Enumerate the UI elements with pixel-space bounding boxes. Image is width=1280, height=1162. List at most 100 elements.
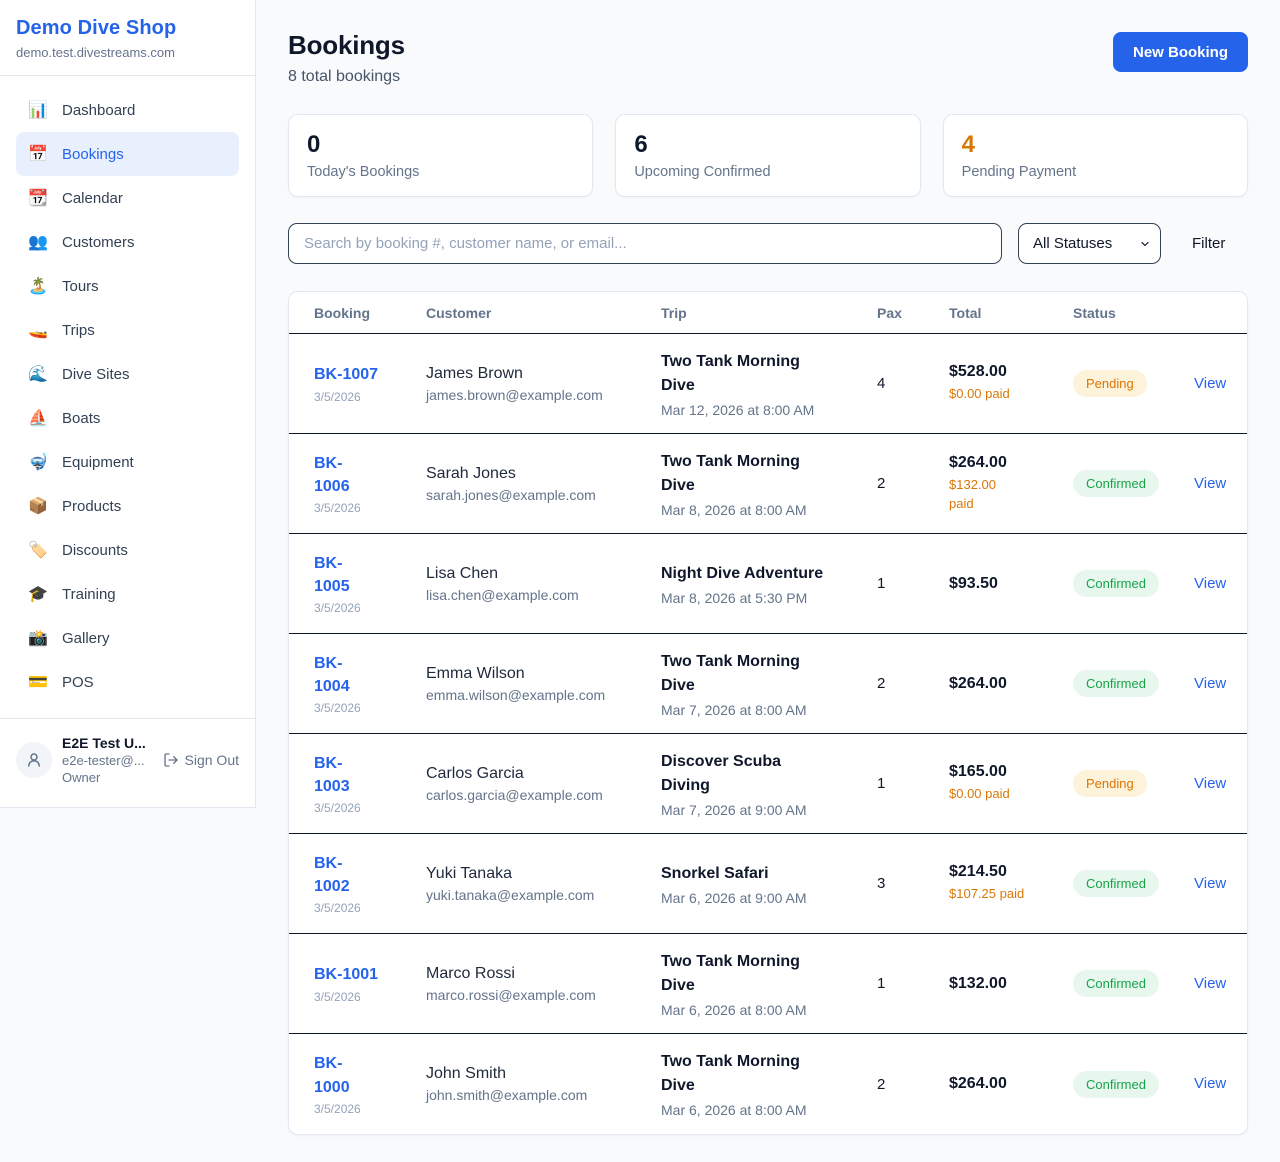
customer-cell: John Smith john.smith@example.com xyxy=(426,1065,661,1103)
new-booking-button[interactable]: New Booking xyxy=(1112,32,1248,72)
status-cell: Confirmed xyxy=(1073,570,1194,597)
booking-link[interactable]: BK- 1005 xyxy=(314,554,350,595)
total-cell: $264.00 xyxy=(949,1075,1073,1093)
page-title: Bookings xyxy=(288,30,405,60)
status-badge: Pending xyxy=(1073,370,1147,397)
trip-datetime: Mar 12, 2026 at 8:00 AM xyxy=(661,401,815,418)
status-badge: Pending xyxy=(1073,770,1147,797)
person-icon xyxy=(25,751,43,769)
booking-link[interactable]: BK-1007 xyxy=(314,366,379,384)
trip-cell: Two Tank Morning Dive Mar 6, 2026 at 8:00 … xyxy=(661,1050,877,1118)
booking-link[interactable]: BK-1001 xyxy=(314,966,379,984)
booking-link[interactable]: BK- 1003 xyxy=(314,754,350,795)
filter-button[interactable]: Filter xyxy=(1192,235,1226,252)
view-link[interactable]: View xyxy=(1194,674,1227,692)
view-link[interactable]: View xyxy=(1194,574,1227,592)
total-amount: $132.00 xyxy=(949,974,1007,992)
status-cell: Confirmed xyxy=(1073,470,1194,497)
total-amount: $264.00 xyxy=(949,674,1007,692)
shop-domain: demo.test.divestreams.com xyxy=(16,45,175,60)
trip-cell: Snorkel Safari Mar 6, 2026 at 9:00 AM xyxy=(661,862,877,906)
booking-date: 3/5/2026 xyxy=(314,701,361,716)
sidebar-item-trips[interactable]: 🚤 Trips xyxy=(16,308,239,352)
booking-cell: BK- 1005 3/5/2026 xyxy=(289,552,426,615)
total-amount: $93.50 xyxy=(949,574,998,592)
view-link[interactable]: View xyxy=(1194,874,1227,892)
view-link[interactable]: View xyxy=(1194,1075,1227,1092)
sidebar-item-boats[interactable]: ⛵ Boats xyxy=(16,396,239,440)
status-cell: Confirmed xyxy=(1073,970,1194,997)
trip-cell: Two Tank Morning Dive Mar 7, 2026 at 8:00 … xyxy=(661,650,877,718)
credit-card-icon: 💳 xyxy=(28,674,48,691)
status-badge: Confirmed xyxy=(1073,1070,1159,1098)
customer-email: yuki.tanaka@example.com xyxy=(426,886,595,903)
status-cell: Confirmed xyxy=(1073,870,1194,897)
booking-link[interactable]: BK- 1004 xyxy=(314,654,350,695)
booking-date: 3/5/2026 xyxy=(314,501,361,516)
sidebar-item-label: Dashboard xyxy=(62,101,136,119)
speedboat-icon: 🚤 xyxy=(28,322,48,339)
sidebar-item-pos[interactable]: 💳 POS xyxy=(16,660,239,704)
booking-cell: BK- 1003 3/5/2026 xyxy=(289,752,426,815)
trip-name: Two Tank Morning Dive xyxy=(661,652,800,694)
sidebar-item-dive-sites[interactable]: 🌊 Dive Sites xyxy=(16,352,239,396)
view-link[interactable]: View xyxy=(1194,974,1227,992)
booking-date: 3/5/2026 xyxy=(314,389,361,404)
bookings-table: Booking Customer Trip Pax Total Status BK-100… xyxy=(288,291,1248,1135)
booking-cell: BK-1001 3/5/2026 xyxy=(289,963,426,1003)
sign-out-button[interactable]: Sign Out xyxy=(163,752,239,768)
table-row: BK- 1004 3/5/2026 Emma Wilson emma.wilson@ex… xyxy=(289,634,1247,734)
customer-name: James Brown xyxy=(426,364,523,382)
booking-date: 3/5/2026 xyxy=(314,989,361,1004)
search-input[interactable] xyxy=(288,223,1002,264)
sidebar-item-products[interactable]: 📦 Products xyxy=(16,484,239,528)
trip-datetime: Mar 6, 2026 at 8:00 AM xyxy=(661,1102,807,1118)
sidebar-item-dashboard[interactable]: 📊 Dashboard xyxy=(16,88,239,132)
sidebar-item-tours[interactable]: 🏝️ Tours xyxy=(16,264,239,308)
sidebar-item-calendar[interactable]: 📆 Calendar xyxy=(16,176,239,220)
booking-link[interactable]: BK- 1002 xyxy=(314,854,350,895)
stat-label: Pending Payment xyxy=(961,164,1077,180)
sidebar-item-bookings[interactable]: 📅 Bookings xyxy=(16,132,239,176)
customer-name: John Smith xyxy=(426,1065,507,1082)
status-cell: Confirmed xyxy=(1073,1070,1194,1098)
trip-name: Two Tank Morning Dive xyxy=(661,952,800,994)
view-link[interactable]: View xyxy=(1194,374,1227,392)
sidebar-item-discounts[interactable]: 🏷️ Discounts xyxy=(16,528,239,572)
label-tag-icon: 🏷️ xyxy=(28,542,48,559)
page-heading-group: Bookings 8 total bookings xyxy=(288,30,405,86)
actions-cell: View xyxy=(1194,1075,1247,1093)
pax-cell: 2 xyxy=(877,1076,949,1093)
status-badge: Confirmed xyxy=(1073,870,1159,897)
graduation-cap-icon: 🎓 xyxy=(28,586,48,603)
trip-cell: Two Tank Morning Dive Mar 6, 2026 at 8:00 … xyxy=(661,950,877,1018)
page-header: Bookings 8 total bookings New Booking xyxy=(288,30,1248,86)
amount-paid: $0.00 paid xyxy=(949,786,1010,802)
pax-value: 1 xyxy=(877,575,886,592)
column-header-customer: Customer xyxy=(426,304,492,321)
customer-name: Yuki Tanaka xyxy=(426,864,512,882)
sidebar-item-label: Equipment xyxy=(62,453,134,471)
trip-datetime: Mar 6, 2026 at 9:00 AM xyxy=(661,889,807,906)
booking-link[interactable]: BK- 1006 xyxy=(314,454,350,495)
column-header-pax: Pax xyxy=(877,304,902,321)
sidebar-item-training[interactable]: 🎓 Training xyxy=(16,572,239,616)
user-info: E2E Test U... e2e-tester@... Owner xyxy=(62,735,146,785)
booking-date: 3/5/2026 xyxy=(314,801,361,816)
sidebar-item-gallery[interactable]: 📸 Gallery xyxy=(16,616,239,660)
pax-value: 4 xyxy=(877,375,886,392)
booking-link[interactable]: BK- 1000 xyxy=(314,1055,350,1096)
sidebar-item-equipment[interactable]: 🤿 Equipment xyxy=(16,440,239,484)
status-select[interactable]: All Statuses xyxy=(1018,223,1161,264)
table-row: BK- 1006 3/5/2026 Sarah Jones sarah.jones@ex… xyxy=(289,434,1247,534)
actions-cell: View xyxy=(1194,675,1247,693)
view-link[interactable]: View xyxy=(1194,774,1227,792)
trip-cell: Two Tank Morning Dive Mar 8, 2026 at 8:00 … xyxy=(661,450,877,518)
total-amount: $165.00 xyxy=(949,763,1007,781)
status-badge: Confirmed xyxy=(1073,670,1159,697)
user-email: e2e-tester@... xyxy=(62,753,145,768)
sidebar-item-customers[interactable]: 👥 Customers xyxy=(16,220,239,264)
view-link[interactable]: View xyxy=(1194,474,1227,492)
trip-cell: Night Dive Adventure Mar 8, 2026 at 5:30 … xyxy=(661,562,877,606)
calendar-icon: 📆 xyxy=(28,190,48,207)
